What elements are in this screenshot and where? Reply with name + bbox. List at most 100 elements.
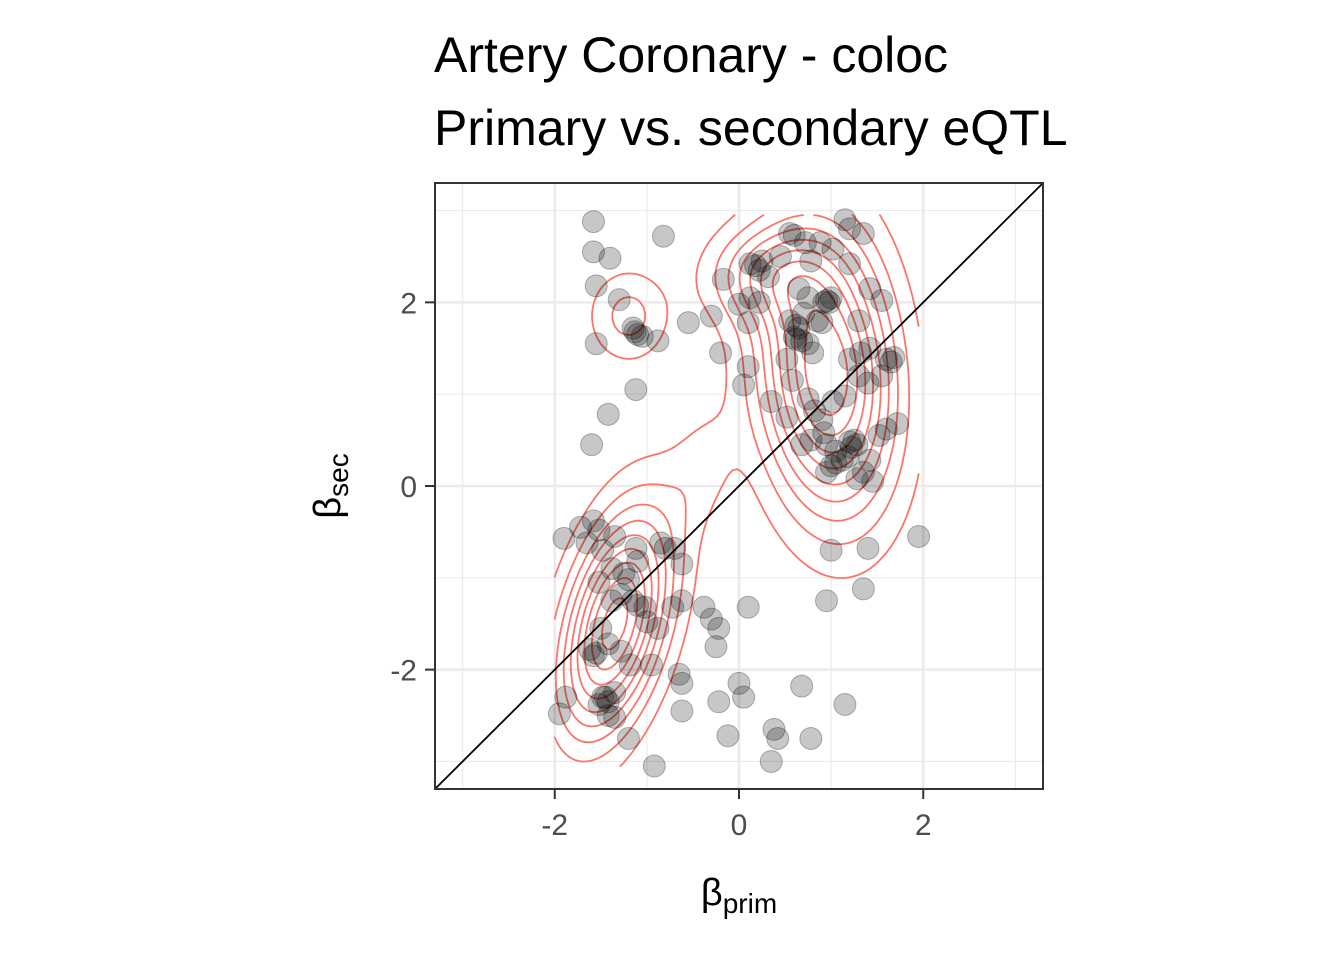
data-point xyxy=(598,246,622,270)
data-point xyxy=(851,577,875,601)
data-point xyxy=(709,341,733,365)
data-point xyxy=(581,240,605,264)
data-point xyxy=(856,536,880,560)
data-point xyxy=(591,538,615,562)
data-point xyxy=(819,286,843,310)
data-point xyxy=(805,309,829,333)
data-point xyxy=(630,324,654,348)
plot-panel xyxy=(434,182,1044,790)
data-point xyxy=(736,311,760,335)
data-point xyxy=(842,428,866,452)
data-point xyxy=(830,448,854,472)
data-point xyxy=(838,252,862,276)
data-point xyxy=(759,390,783,414)
data-point xyxy=(847,364,871,388)
data-point xyxy=(851,460,875,484)
data-point xyxy=(790,329,814,353)
x-tick-label: -2 xyxy=(541,809,568,842)
data-point xyxy=(670,671,694,695)
data-point xyxy=(569,515,593,539)
data-point xyxy=(815,460,839,484)
data-point xyxy=(815,289,839,313)
data-point xyxy=(727,292,751,316)
data-point xyxy=(732,373,756,397)
data-point xyxy=(646,616,670,640)
data-point xyxy=(716,724,740,748)
data-point xyxy=(847,309,871,333)
data-point xyxy=(554,685,578,709)
data-point xyxy=(596,402,620,426)
data-point xyxy=(626,593,650,617)
y-axis-title-symbol: β xyxy=(307,497,349,519)
data-point xyxy=(775,347,799,371)
data-point xyxy=(858,336,882,360)
data-point xyxy=(874,417,898,441)
data-point xyxy=(833,384,857,408)
data-point xyxy=(810,311,834,335)
data-point xyxy=(616,568,640,592)
data-point xyxy=(593,685,617,709)
y-axis-title-subscript: sec xyxy=(323,453,354,497)
data-point xyxy=(738,286,762,310)
data-point xyxy=(547,702,571,726)
data-point xyxy=(736,595,760,619)
data-point xyxy=(867,424,891,447)
data-point xyxy=(642,754,666,778)
data-point xyxy=(584,274,608,298)
density-contour-line xyxy=(569,238,882,714)
data-point xyxy=(603,681,627,705)
data-point xyxy=(707,690,731,714)
data-point xyxy=(833,693,857,717)
y-tick-label: -2 xyxy=(390,655,417,688)
data-point xyxy=(870,289,894,313)
data-point xyxy=(670,589,694,613)
data-point xyxy=(649,531,673,555)
data-point xyxy=(750,249,774,273)
data-point xyxy=(618,653,642,677)
data-point xyxy=(580,433,604,457)
density-contour-line xyxy=(583,260,867,686)
data-point xyxy=(791,301,815,325)
data-point xyxy=(552,526,576,550)
data-point xyxy=(808,231,832,255)
y-axis: -2 0 2 xyxy=(390,287,435,688)
data-point xyxy=(810,408,834,432)
data-point xyxy=(812,290,836,314)
data-point xyxy=(812,421,836,445)
data-point xyxy=(744,254,768,278)
data-point xyxy=(612,561,636,585)
data-point xyxy=(584,641,608,665)
x-tick-label: 2 xyxy=(915,809,932,842)
data-point xyxy=(759,749,783,773)
data-point xyxy=(824,451,848,475)
data-point xyxy=(838,217,862,241)
data-point xyxy=(815,433,839,457)
x-tick-label: 0 xyxy=(731,809,748,842)
data-point xyxy=(676,311,700,335)
data-point xyxy=(796,387,820,411)
data-point xyxy=(584,332,608,356)
data-point xyxy=(651,224,675,248)
y-axis-title: βsec xyxy=(307,453,354,518)
data-point xyxy=(639,653,663,677)
data-point xyxy=(646,329,670,353)
data-point xyxy=(778,222,802,245)
data-point xyxy=(635,610,659,634)
data-point xyxy=(870,364,894,388)
data-point xyxy=(775,405,799,429)
density-contours xyxy=(553,214,920,767)
data-point xyxy=(621,316,645,340)
data-point xyxy=(587,570,611,594)
x-axis-title: βprim xyxy=(701,872,777,919)
data-point xyxy=(692,595,716,619)
data-point xyxy=(578,637,602,661)
data-point xyxy=(790,433,814,457)
data-point xyxy=(787,316,811,340)
data-point xyxy=(839,435,863,459)
density-contour-line xyxy=(591,275,859,671)
data-point xyxy=(824,439,848,463)
data-point xyxy=(711,267,735,291)
data-point xyxy=(727,671,751,695)
data-point xyxy=(833,208,857,232)
